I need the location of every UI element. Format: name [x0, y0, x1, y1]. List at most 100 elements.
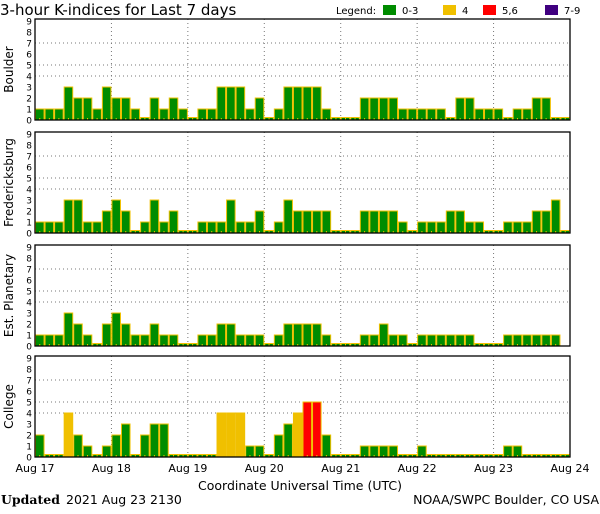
k-index-bar: [292, 86, 303, 121]
updated-value: 2021 Aug 23 2130: [66, 492, 182, 507]
chart-title: 3-hour K-indices for Last 7 days: [0, 1, 236, 19]
k-index-bar: [73, 199, 83, 234]
k-index-bar: [378, 323, 389, 347]
k-index-bar: [149, 323, 160, 347]
panel-frame: [34, 131, 571, 234]
y-tick-label: 1: [26, 443, 32, 453]
panel-frame: [34, 244, 571, 347]
k-index-bar: [321, 434, 332, 458]
y-tick-label: 5: [26, 399, 32, 409]
panels: 0123456789Boulder0123456789Fredericksbur…: [2, 18, 571, 464]
k-index-bar: [120, 210, 131, 234]
k-index-bar: [283, 199, 293, 234]
y-axis-label: Est. Planetary: [2, 254, 16, 337]
y-tick-label: 0: [26, 117, 32, 127]
y-tick-label: 2: [26, 95, 32, 105]
y-tick-label: 4: [26, 73, 32, 83]
y-tick-label: 3: [26, 310, 32, 320]
legend: Legend: 0-3 4 5,6 7-9: [336, 5, 580, 17]
y-tick-label: 8: [26, 255, 32, 265]
k-index-bar: [292, 412, 303, 458]
k-index-bar: [378, 97, 389, 121]
k-index-bar: [235, 412, 246, 458]
y-axis-label: College: [2, 384, 16, 429]
k-index-bar: [312, 86, 322, 121]
legend-item-label: 4: [462, 6, 468, 17]
k-index-bar: [159, 423, 169, 458]
k-index-bar: [101, 210, 112, 234]
k-index-bar: [73, 323, 83, 347]
x-tick-labels: Aug 17 Aug 18 Aug 19 Aug 20 Aug 21 Aug 22 Aug …: [16, 462, 590, 475]
legend-swatch: [483, 5, 496, 15]
y-tick-label: 1: [26, 106, 32, 116]
k-index-bar: [73, 97, 83, 121]
y-tick-label: 6: [26, 388, 32, 398]
k-index-bar: [464, 97, 475, 121]
k-index-bar: [254, 97, 265, 121]
x-tick-label: Aug 18: [92, 462, 131, 475]
k-index-bar: [445, 210, 456, 234]
k-index-bar: [283, 423, 293, 458]
y-axis-label: Boulder: [2, 46, 16, 93]
x-tick-label: Aug 17: [16, 462, 55, 475]
k-index-bar: [235, 86, 246, 121]
y-tick-label: 1: [26, 332, 32, 342]
k-index-bar: [226, 199, 236, 234]
x-tick-label: Aug 20: [245, 462, 284, 475]
k-index-bar: [149, 97, 160, 121]
k-index-bar: [388, 210, 399, 234]
x-tick-label: Aug 24: [551, 462, 590, 475]
k-index-bar: [359, 97, 370, 121]
k-index-bar: [369, 210, 379, 234]
k-index-bar: [226, 86, 236, 121]
k-index-bar: [168, 210, 179, 234]
k-index-bar: [111, 97, 121, 121]
k-index-bar: [302, 86, 313, 121]
x-tick-label: Aug 23: [474, 462, 513, 475]
k-index-bar: [63, 312, 74, 347]
y-tick-label: 7: [26, 266, 32, 276]
y-tick-label: 3: [26, 84, 32, 94]
y-tick-label: 9: [26, 18, 32, 28]
y-axis-label: Fredericksburg: [2, 138, 16, 227]
y-tick-label: 4: [26, 299, 32, 309]
k-index-bar: [455, 97, 465, 121]
y-tick-label: 5: [26, 175, 32, 185]
k-index-bar: [531, 97, 542, 121]
panel-frame: [34, 18, 571, 121]
legend-swatch: [383, 5, 396, 15]
k-index-bar: [292, 210, 303, 234]
k-index-bar: [388, 97, 399, 121]
y-tick-label: 2: [26, 321, 32, 331]
y-tick-label: 3: [26, 421, 32, 431]
k-index-bar: [273, 434, 284, 458]
k-index-bar: [111, 312, 121, 347]
k-index-bar: [321, 210, 332, 234]
k-index-bar: [35, 434, 45, 458]
k-index-bar: [63, 86, 74, 121]
x-tick-label: Aug 19: [168, 462, 207, 475]
k-index-bar: [120, 423, 131, 458]
k-index-bar: [63, 412, 74, 458]
k-index-bar: [359, 210, 370, 234]
y-tick-label: 2: [26, 208, 32, 218]
k-index-bar: [111, 199, 121, 234]
y-tick-label: 4: [26, 410, 32, 420]
k-index-bar: [541, 210, 551, 234]
k-index-bar: [378, 210, 389, 234]
k-index-bar: [292, 323, 303, 347]
y-tick-label: 4: [26, 186, 32, 196]
legend-label: Legend:: [336, 6, 376, 17]
y-tick-label: 6: [26, 51, 32, 61]
k-index-bar: [149, 423, 160, 458]
k-index-bar: [73, 434, 83, 458]
k-index-bar: [302, 323, 313, 347]
k-index-bar: [120, 323, 131, 347]
k-index-bar: [312, 323, 322, 347]
k-index-bar: [283, 86, 293, 121]
y-tick-label: 6: [26, 164, 32, 174]
